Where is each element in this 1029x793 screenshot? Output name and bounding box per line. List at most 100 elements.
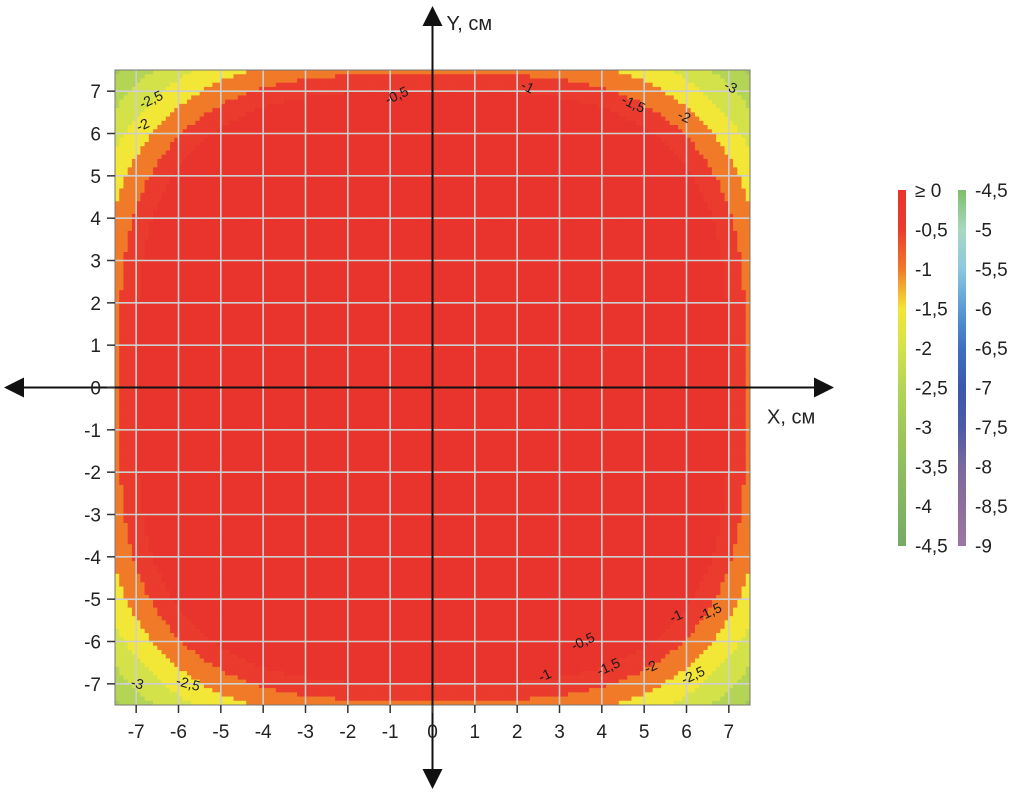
heatmap-cell <box>225 548 230 553</box>
heatmap-cell <box>195 544 200 549</box>
heatmap-cell <box>145 375 150 380</box>
heatmap-cell <box>170 459 175 464</box>
heatmap-cell <box>212 413 217 418</box>
heatmap-cell <box>140 481 145 486</box>
heatmap-cell <box>123 646 128 651</box>
heatmap-cell <box>204 591 209 596</box>
heatmap-cell <box>200 464 205 469</box>
heatmap-cell <box>166 244 171 249</box>
heatmap-cell <box>115 658 120 663</box>
heatmap-cell <box>255 78 260 83</box>
heatmap-cell <box>119 282 124 287</box>
heatmap-cell <box>246 459 251 464</box>
heatmap-cell <box>242 654 247 659</box>
heatmap-cell <box>153 227 158 232</box>
heatmap-cell <box>229 654 234 659</box>
heatmap-cell <box>170 498 175 503</box>
heatmap-cell <box>162 396 167 401</box>
heatmap-cell <box>242 371 247 376</box>
heatmap-cell <box>149 675 154 680</box>
heatmap-cell <box>166 159 171 164</box>
heatmap-cell <box>195 620 200 625</box>
heatmap-cell <box>195 273 200 278</box>
heatmap-cell <box>140 324 145 329</box>
heatmap-cell <box>246 163 251 168</box>
heatmap-cell <box>234 108 239 113</box>
heatmap-cell <box>123 443 128 448</box>
heatmap-cell <box>204 392 209 397</box>
heatmap-cell <box>166 455 171 460</box>
heatmap-cell <box>145 493 150 498</box>
heatmap-cell <box>187 78 192 83</box>
heatmap-cell <box>183 358 188 363</box>
heatmap-cell <box>212 290 217 295</box>
heatmap-cell <box>157 574 162 579</box>
heatmap-cell <box>157 506 162 511</box>
heatmap-cell <box>204 574 209 579</box>
heatmap-cell <box>170 358 175 363</box>
heatmap-cell <box>238 78 243 83</box>
heatmap-cell <box>128 138 133 143</box>
heatmap-cell <box>246 104 251 109</box>
heatmap-cell <box>204 244 209 249</box>
heatmap-cell <box>225 95 230 100</box>
heatmap-cell <box>149 612 154 617</box>
heatmap-cell <box>123 396 128 401</box>
heatmap-cell <box>242 180 247 185</box>
heatmap-cell <box>200 74 205 79</box>
heatmap-cell <box>212 464 217 469</box>
heatmap-cell <box>187 150 192 155</box>
heatmap-cell <box>115 167 120 172</box>
heatmap-cell <box>229 371 234 376</box>
heatmap-cell <box>212 688 217 693</box>
heatmap-cell <box>157 692 162 697</box>
heatmap-cell <box>204 269 209 274</box>
heatmap-cell <box>250 519 255 524</box>
heatmap-cell <box>234 489 239 494</box>
heatmap-cell <box>191 527 196 532</box>
heatmap-cell <box>195 108 200 113</box>
heatmap-cell <box>119 286 124 291</box>
heatmap-cell <box>119 434 124 439</box>
heatmap-cell <box>212 633 217 638</box>
heatmap-cell <box>162 205 167 210</box>
heatmap-cell <box>119 193 124 198</box>
heatmap-cell <box>119 481 124 486</box>
heatmap-cell <box>157 146 162 151</box>
heatmap-cell <box>140 392 145 397</box>
heatmap-cell <box>204 146 209 151</box>
heatmap-cell <box>250 227 255 232</box>
heatmap-cell <box>119 413 124 418</box>
heatmap-cell <box>187 667 192 672</box>
heatmap-cell <box>115 138 120 143</box>
heatmap-cell <box>162 404 167 409</box>
heatmap-cell <box>157 531 162 536</box>
heatmap-cell <box>238 658 243 663</box>
heatmap-cell <box>250 540 255 545</box>
heatmap-cell <box>162 248 167 253</box>
heatmap-cell <box>250 663 255 668</box>
heatmap-cell <box>246 603 251 608</box>
heatmap-cell <box>123 570 128 575</box>
heatmap-cell <box>170 620 175 625</box>
heatmap-cell <box>123 189 128 194</box>
heatmap-cell <box>208 100 213 105</box>
heatmap-cell <box>225 481 230 486</box>
heatmap-cell <box>191 375 196 380</box>
heatmap-cell <box>140 375 145 380</box>
heatmap-cell <box>115 197 120 202</box>
heatmap-cell <box>208 159 213 164</box>
heatmap-cell <box>183 574 188 579</box>
heatmap-cell <box>157 282 162 287</box>
heatmap-cell <box>208 692 213 697</box>
heatmap-cell <box>255 104 260 109</box>
heatmap-cell <box>166 74 171 79</box>
heatmap-cell <box>123 290 128 295</box>
heatmap-cell <box>250 316 255 321</box>
heatmap-cell <box>128 409 133 414</box>
heatmap-cell <box>238 451 243 456</box>
heatmap-cell <box>128 205 133 210</box>
heatmap-cell <box>145 146 150 151</box>
heatmap-cell <box>250 121 255 126</box>
heatmap-cell <box>225 438 230 443</box>
